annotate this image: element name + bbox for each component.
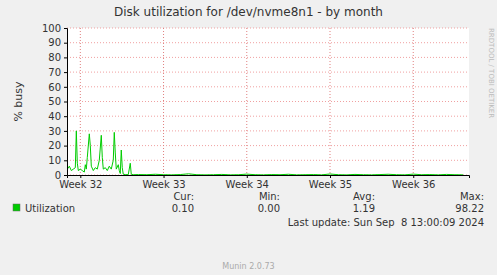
x-grid-line bbox=[246, 28, 247, 175]
y-tick-label: 50 bbox=[48, 96, 61, 107]
x-axis-line bbox=[68, 176, 470, 179]
stat-header: Avg: bbox=[353, 191, 375, 202]
y-tick-label: 60 bbox=[48, 82, 61, 93]
x-tick-mark bbox=[80, 175, 81, 178]
x-tick: Week 34 bbox=[226, 175, 269, 190]
x-tick: Week 36 bbox=[392, 175, 435, 190]
stat-header: Max: bbox=[460, 191, 484, 202]
y-tick: 30 bbox=[48, 126, 67, 137]
watermark: RRDTOOL / TOBI OETIKER bbox=[487, 28, 495, 118]
y-tick-label: 90 bbox=[48, 37, 61, 48]
legend: Cur: Min: Avg: Max: Utilization 0.10 0.00 1.19 9… bbox=[13, 191, 484, 214]
y-grid-line bbox=[67, 116, 469, 117]
x-tick-label: Week 36 bbox=[392, 179, 435, 190]
x-tick-mark bbox=[330, 175, 331, 178]
grid bbox=[67, 28, 469, 175]
series-line bbox=[67, 131, 463, 175]
stat-value: 98.22 bbox=[455, 203, 484, 214]
marks bbox=[67, 131, 463, 175]
y-tick: 80 bbox=[48, 52, 67, 63]
y-grid-line bbox=[67, 42, 469, 43]
y-tick: 100 bbox=[42, 23, 67, 34]
x-tick-mark bbox=[247, 175, 248, 178]
footer: Munin 2.0.73 bbox=[222, 262, 274, 271]
y-tick-mark bbox=[64, 175, 67, 176]
y-tick-mark bbox=[64, 131, 67, 132]
y-grid-line bbox=[67, 72, 469, 73]
y-tick-mark bbox=[64, 102, 67, 103]
y-tick: 50 bbox=[48, 96, 67, 107]
y-axis-title: % busy bbox=[12, 81, 25, 122]
y-tick-label: 80 bbox=[48, 52, 61, 63]
x-grid-line bbox=[413, 28, 414, 175]
y-tick-mark bbox=[64, 57, 67, 58]
x-axis: Week 32 Week 33 Week 34 Week 35 Week 36 bbox=[59, 175, 469, 190]
y-tick-mark bbox=[64, 87, 67, 88]
y-axis-line bbox=[64, 29, 68, 176]
plot-area bbox=[67, 28, 469, 175]
y-tick-mark bbox=[64, 160, 67, 161]
y-tick-label: 100 bbox=[42, 23, 61, 34]
chart: Disk utilization for /dev/nvme8n1 - by m… bbox=[0, 0, 497, 275]
y-grid-line bbox=[67, 101, 469, 102]
y-grid-line bbox=[67, 28, 469, 29]
x-tick-mark bbox=[164, 175, 165, 178]
y-tick: 40 bbox=[48, 111, 67, 122]
y-grid-line bbox=[67, 145, 469, 146]
y-tick-label: 10 bbox=[48, 155, 61, 166]
y-tick-mark bbox=[64, 146, 67, 147]
y-tick-mark bbox=[64, 43, 67, 44]
x-tick-label: Week 34 bbox=[226, 179, 269, 190]
x-grid-line bbox=[330, 28, 331, 175]
x-tick-label: Week 32 bbox=[59, 179, 102, 190]
y-tick: 60 bbox=[48, 82, 67, 93]
y-tick-label: 70 bbox=[48, 67, 61, 78]
stat-value: 0.00 bbox=[258, 203, 280, 214]
x-tick-mark bbox=[413, 175, 414, 178]
y-tick-mark bbox=[64, 72, 67, 73]
title: Disk utilization for /dev/nvme8n1 - by m… bbox=[114, 5, 383, 19]
y-tick-label: 20 bbox=[48, 140, 61, 151]
y-tick: 10 bbox=[48, 155, 67, 166]
y-grid-line bbox=[67, 130, 469, 131]
legend-label: Utilization bbox=[25, 203, 75, 214]
x-tick-label: Week 35 bbox=[309, 179, 352, 190]
x-grid-line bbox=[163, 28, 164, 175]
y-tick: 90 bbox=[48, 37, 67, 48]
stat-header: Min: bbox=[259, 191, 280, 202]
y-tick-label: 30 bbox=[48, 126, 61, 137]
stat-header: Cur: bbox=[173, 191, 194, 202]
y-axis: 0102030405060708090100 bbox=[42, 23, 68, 181]
stat-value: 0.10 bbox=[172, 203, 194, 214]
legend-swatch bbox=[13, 204, 20, 211]
y-tick-label: 40 bbox=[48, 111, 61, 122]
y-tick: 20 bbox=[48, 140, 67, 151]
y-grid-line bbox=[67, 57, 469, 58]
y-grid-line bbox=[67, 86, 469, 87]
y-tick-mark bbox=[64, 116, 67, 117]
y-tick-mark bbox=[64, 28, 67, 29]
x-tick: Week 35 bbox=[309, 175, 352, 190]
y-grid-line bbox=[67, 160, 469, 161]
x-tick-label: Week 33 bbox=[142, 179, 185, 190]
last-update: Last update: Sun Sep 8 13:00:09 2024 bbox=[288, 217, 484, 228]
background bbox=[0, 0, 497, 275]
stat-value: 1.19 bbox=[353, 203, 375, 214]
x-grid-line bbox=[80, 28, 81, 175]
x-tick: Week 33 bbox=[142, 175, 185, 190]
x-tick: Week 32 bbox=[59, 175, 102, 190]
y-tick: 70 bbox=[48, 67, 67, 78]
